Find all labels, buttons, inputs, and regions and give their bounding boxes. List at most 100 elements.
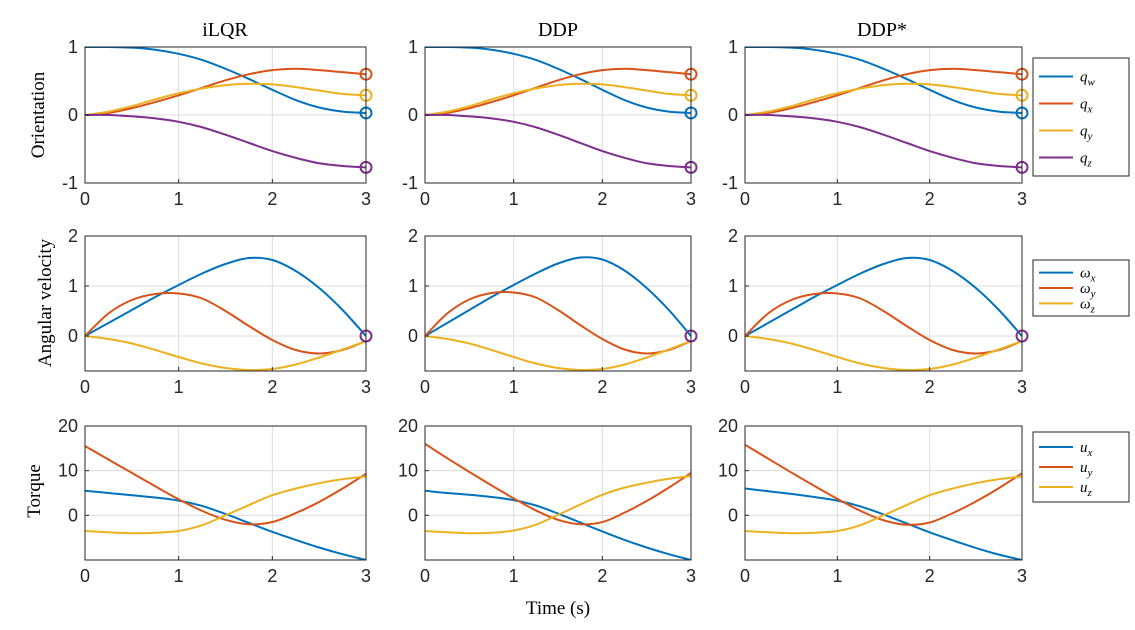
- plot-background: [85, 426, 366, 560]
- x-tick-label: 2: [267, 566, 277, 586]
- x-tick-label: 0: [740, 566, 750, 586]
- series-line-y-y: [425, 291, 691, 355]
- y-tick-label: 0: [728, 505, 738, 525]
- legend-label-base: ω: [1080, 281, 1091, 297]
- x-tick-label: 3: [686, 189, 696, 209]
- x-tick-label: 1: [509, 189, 519, 209]
- plot-background: [745, 236, 1022, 371]
- y-tick-label: 0: [68, 505, 78, 525]
- x-tick-label: 2: [597, 377, 607, 397]
- legend-label-base: u: [1080, 460, 1088, 476]
- series-line-qy-y: [425, 82, 691, 116]
- x-tick-label: 2: [925, 189, 935, 209]
- x-tick-label: 2: [267, 189, 277, 209]
- y-tick-label: 20: [58, 416, 78, 436]
- labels-layer: iLQR DDP DDP* Orientation Angular veloci…: [24, 19, 907, 619]
- series-line-z-z: [745, 335, 1022, 371]
- series-line-qx-x: [85, 67, 366, 116]
- chart-panel-r1-c1: 0 1 2 3 0 1 2: [408, 226, 698, 397]
- plot-background: [85, 236, 366, 371]
- series-line-uy-y: [85, 445, 366, 526]
- x-tick-label: 0: [420, 566, 430, 586]
- series-line-y-y: [85, 292, 366, 355]
- x-tick-label: 3: [361, 377, 371, 397]
- legend-label-subscript: y: [1090, 288, 1096, 300]
- plot-background: [425, 426, 691, 560]
- y-tick-label: 0: [408, 105, 418, 125]
- legend-label-base: u: [1080, 440, 1088, 456]
- series-line-qz-z: [745, 113, 1022, 169]
- chart-panel-r1-c0: 0 1 2 3 0 1 2: [68, 226, 373, 397]
- axes-frame: [84, 425, 367, 561]
- x-tick-label: 3: [361, 566, 371, 586]
- series-line-uz-z: [85, 475, 366, 535]
- legend-label: qw: [1080, 70, 1096, 89]
- series-line-qw-w: [85, 47, 366, 114]
- x-tick-label: 3: [686, 377, 696, 397]
- y-tick-label: 1: [408, 37, 418, 57]
- x-tick-label: 3: [1017, 566, 1027, 586]
- legend-label-base: q: [1080, 97, 1088, 113]
- x-tick-label: 1: [832, 189, 842, 209]
- y-tick-label: 2: [68, 226, 78, 246]
- series-line-x-x: [85, 256, 366, 337]
- series-line-qy-y: [85, 82, 366, 116]
- x-tick-label: 1: [509, 377, 519, 397]
- legend-label-base: q: [1080, 151, 1088, 167]
- series-line-qx-x: [745, 67, 1022, 116]
- axes-frame: [424, 425, 692, 561]
- x-tick-label: 3: [1017, 377, 1027, 397]
- x-tick-label: 1: [509, 566, 519, 586]
- legend-label-subscript: x: [1090, 273, 1096, 285]
- legend-label-subscript: w: [1088, 77, 1096, 89]
- x-tick-label: 0: [740, 189, 750, 209]
- legend-label-subscript: z: [1090, 303, 1096, 315]
- legend-label: ux: [1080, 440, 1093, 459]
- y-tick-label: 10: [58, 461, 78, 481]
- series-line-uy-y: [425, 443, 691, 526]
- y-tick-label: 1: [728, 37, 738, 57]
- chart-panel-r2-c1: 0 1 2 3 0 10 20: [398, 416, 696, 586]
- x-tick-label: 1: [174, 377, 184, 397]
- y-tick-label: 0: [728, 105, 738, 125]
- series-line-qz-z: [425, 113, 691, 169]
- y-tick-label: 1: [68, 37, 78, 57]
- y-tick-label: 1: [408, 276, 418, 296]
- x-tick-label: 1: [832, 377, 842, 397]
- series-line-ux-x: [85, 489, 366, 560]
- column-title-ilqr: iLQR: [202, 19, 248, 41]
- x-tick-label: 0: [420, 189, 430, 209]
- chart-panel-r0-c0: 0 1 2 3-101: [62, 37, 373, 209]
- legend-label-base: ω: [1080, 266, 1091, 282]
- x-tick-label: 0: [80, 189, 90, 209]
- x-tick-label: 2: [925, 377, 935, 397]
- chart-panel-r1-c2: 0 1 2 3 0 1 2: [728, 226, 1029, 397]
- chart-panel-r0-c2: 0 1 2 3-101: [722, 37, 1029, 209]
- y-tick-label: 10: [398, 461, 418, 481]
- x-tick-label: 0: [740, 377, 750, 397]
- y-tick-label: 20: [718, 416, 738, 436]
- x-tick-label: 1: [832, 566, 842, 586]
- series-line-uy-y: [745, 443, 1022, 526]
- y-tick-label: 1: [728, 276, 738, 296]
- y-tick-label: 20: [398, 416, 418, 436]
- legend-label-base: q: [1080, 70, 1088, 86]
- legend-label-base: u: [1080, 480, 1088, 496]
- x-tick-label: 3: [1017, 189, 1027, 209]
- column-title-ddp: DDP: [538, 19, 578, 41]
- y-tick-label: 10: [718, 461, 738, 481]
- y-tick-label: 2: [728, 226, 738, 246]
- legend-label: qz: [1080, 151, 1093, 170]
- series-line-x-x: [425, 256, 691, 337]
- series-line-z-z: [85, 335, 366, 371]
- legend-label-subscript: y: [1087, 467, 1093, 479]
- legend-label-subscript: z: [1087, 158, 1093, 170]
- legend-label-subscript: y: [1087, 131, 1093, 143]
- y-tick-label: 1: [68, 276, 78, 296]
- legend-label-subscript: x: [1087, 104, 1093, 116]
